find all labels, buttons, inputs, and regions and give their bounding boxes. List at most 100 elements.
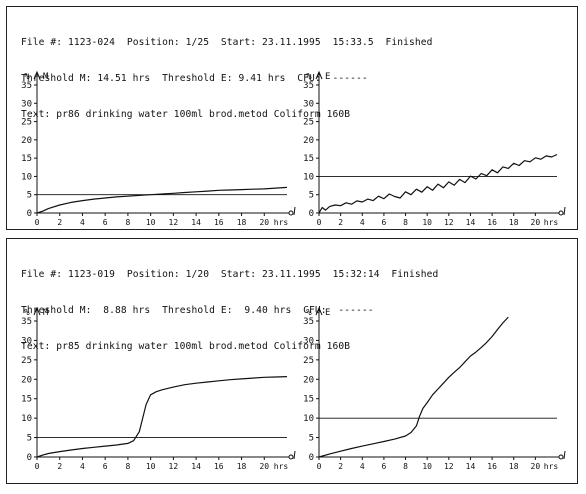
x-tick-label: 6 [103,462,108,471]
y-tick-label: 35 [303,317,314,327]
position-label: Position: [126,37,180,48]
series-line [318,316,509,458]
threshold-e-label: Threshold E: [162,73,233,84]
y-tick-label: 25 [303,118,314,128]
x-tick-label: 14 [466,218,476,227]
y-tick-label: 0 [309,453,314,463]
position-label: Position: [126,269,180,280]
threshold-m-label: Threshold M: [21,305,92,316]
y-tick-label: 20 [21,136,32,146]
start-label: Start: [220,269,257,280]
y-tick-label: 0 [309,209,314,219]
threshold-e-label: Threshold E: [162,305,233,316]
x-tick-label: 8 [125,218,130,227]
y-tick-label: 15 [21,154,32,164]
x-tick-label: 10 [422,218,432,227]
series-line [36,186,288,214]
position-value: 1/25 [185,37,210,48]
x-tick-label: 0 [35,462,40,471]
y-axis-arrow [33,306,41,316]
y-tick-label: 25 [21,356,32,366]
x-tick-label: 20 [531,218,541,227]
status-text: Finished [391,269,439,280]
y-tick-label: 5 [27,434,32,444]
x-tick-label: 0 [317,462,322,471]
y-tick-label: 20 [303,136,314,146]
start-label: Start: [220,37,257,48]
x-tick-label: 20 [259,218,269,227]
text-value: pr85 drinking water 100ml brod.metod Col… [56,341,351,352]
x-tick-label: 12 [444,462,454,471]
x-tick-label: 20 [531,462,541,471]
series-line [318,153,558,214]
x-tick-label: 14 [191,218,201,227]
x-tick-label: 2 [338,218,343,227]
y-tick-label: 0 [27,453,32,463]
x-tick-label: 6 [103,218,108,227]
y-axis-label: % [306,308,312,318]
y-tick-label: 35 [21,81,32,91]
x-axis-end-marker [288,454,294,460]
y-axis-arrow [315,70,323,80]
y-tick-label: 10 [303,172,314,182]
y-axis-arrow [315,306,323,316]
y-tick-label: 10 [21,414,32,424]
threshold-m-value: 8.88 hrs [103,305,151,316]
y-tick-label: 25 [21,118,32,128]
x-tick-label: 14 [191,462,201,471]
x-axis-end-marker [558,454,564,460]
x-tick-label: 16 [214,218,224,227]
x-tick-label: 8 [125,462,130,471]
x-tick-label: 18 [237,462,247,471]
threshold-m-label: Threshold M: [21,73,92,84]
x-tick-label: 2 [57,462,62,471]
x-tick-label: 18 [509,462,519,471]
y-tick-label: 0 [27,209,32,219]
x-axis-end-tick [563,450,566,460]
x-tick-label: 20 [259,462,269,471]
x-tick-label: 12 [444,218,454,227]
series-label: E [325,308,330,318]
y-tick-label: 10 [21,172,32,182]
y-tick-label: 5 [27,191,32,201]
x-tick-label: 4 [360,218,365,227]
y-tick-label: 5 [309,434,314,444]
x-tick-label: 12 [169,462,179,471]
x-axis-end-tick [293,206,296,216]
x-axis-label: hrs [544,462,559,471]
x-tick-label: 8 [403,218,408,227]
series-label: M [43,308,49,318]
start-time: 15:32:14 [332,269,380,280]
panel-header: File #: 1123-019 Position: 1/20 Start: 2… [21,245,438,377]
x-tick-label: 6 [381,462,386,471]
y-tick-label: 30 [21,336,32,346]
x-axis-label: hrs [544,218,559,227]
x-tick-label: 10 [422,462,432,471]
series-line [36,376,288,458]
text-label: Text: [21,109,51,120]
chart-m-1: % M 0 5 10 15 20 25 30 35 0 2 4 6 8 10 12 14 16 18 20 hrs [21,70,296,227]
x-axis-end-tick [293,450,296,460]
file-number: 1123-024 [68,37,116,48]
y-tick-label: 30 [303,99,314,109]
x-axis-label: hrs [274,462,289,471]
y-tick-label: 25 [303,356,314,366]
y-tick-label: 5 [309,191,314,201]
y-tick-label: 35 [303,81,314,91]
x-axis-end-marker [558,210,564,216]
x-tick-label: 18 [509,218,519,227]
x-tick-label: 10 [146,218,156,227]
file-label: File #: [21,269,63,280]
position-value: 1/20 [185,269,210,280]
file-label: File #: [21,37,63,48]
y-axis-arrow [33,70,41,80]
panel-header: File #: 1123-024 Position: 1/25 Start: 2… [21,13,432,145]
x-tick-label: 2 [338,462,343,471]
start-time: 15:33.5 [332,37,374,48]
y-axis-label: % [306,72,312,82]
x-tick-label: 4 [80,462,85,471]
x-tick-label: 6 [381,218,386,227]
text-label: Text: [21,341,51,352]
